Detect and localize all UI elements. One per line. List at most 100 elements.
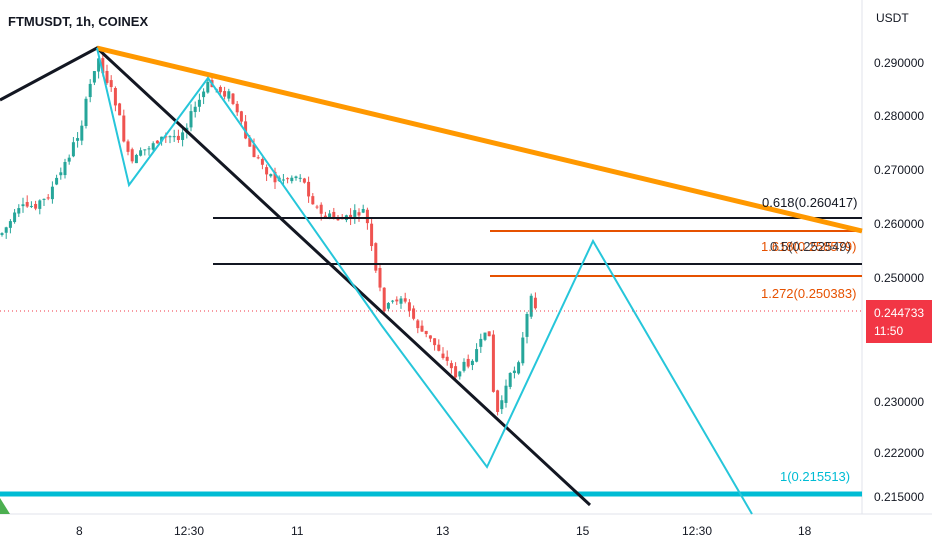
candle-body bbox=[160, 136, 164, 142]
candle-body bbox=[407, 302, 411, 311]
candle-body bbox=[315, 206, 319, 208]
candle-body bbox=[8, 221, 12, 228]
candle-body bbox=[227, 91, 231, 99]
candle-body bbox=[130, 149, 134, 162]
candle-body bbox=[491, 334, 495, 392]
candle-body bbox=[483, 332, 487, 340]
candle-body bbox=[349, 214, 353, 219]
candle-body bbox=[260, 159, 264, 165]
level-label-1618: 1.618(0.258579) bbox=[761, 239, 856, 254]
candle-body bbox=[470, 360, 474, 366]
corner-marker bbox=[0, 498, 10, 514]
candle-body bbox=[479, 338, 483, 347]
candle-body bbox=[302, 178, 306, 183]
candle-body bbox=[361, 208, 365, 213]
price-tick: 0.280000 bbox=[874, 109, 924, 123]
candle-body bbox=[218, 86, 222, 93]
price-tick: 0.230000 bbox=[874, 395, 924, 409]
candle-body bbox=[17, 208, 21, 214]
candle-body bbox=[189, 111, 193, 128]
candle-body bbox=[391, 300, 395, 302]
candle-body bbox=[286, 178, 290, 180]
candle-body bbox=[378, 267, 382, 288]
price-tick: 0.250000 bbox=[874, 271, 924, 285]
candle-body bbox=[147, 148, 151, 150]
time-tick: 18 bbox=[798, 524, 812, 538]
candle-body bbox=[29, 205, 33, 207]
candle-body bbox=[134, 154, 138, 164]
candle-body bbox=[50, 186, 54, 200]
time-tick: 8 bbox=[76, 524, 83, 538]
candle-body bbox=[76, 138, 80, 141]
candle-body bbox=[101, 58, 105, 74]
candle-body bbox=[88, 83, 92, 98]
candle-body bbox=[428, 335, 432, 339]
candle-body bbox=[265, 167, 269, 175]
candle-body bbox=[168, 136, 172, 138]
candle-body bbox=[239, 111, 243, 122]
level-label-1: 1(0.215513) bbox=[780, 469, 850, 484]
time-tick: 15 bbox=[576, 524, 590, 538]
candle-body bbox=[382, 287, 386, 312]
candle-body bbox=[328, 213, 332, 217]
price-tick: 0.215000 bbox=[874, 490, 924, 504]
candle-body bbox=[437, 344, 441, 351]
candle-body bbox=[466, 358, 470, 367]
candle-body bbox=[181, 132, 185, 140]
candle-body bbox=[386, 303, 390, 309]
time-tick: 11 bbox=[291, 524, 304, 538]
candle-body bbox=[281, 179, 285, 181]
candle-body bbox=[533, 297, 537, 309]
candle-body bbox=[42, 198, 46, 200]
candle-body bbox=[298, 177, 302, 179]
candle-body bbox=[105, 70, 109, 83]
candle-body bbox=[197, 99, 201, 107]
current-price-badge bbox=[866, 300, 932, 343]
candle-body bbox=[13, 212, 17, 223]
candle-body bbox=[449, 363, 453, 369]
candle-body bbox=[151, 143, 155, 150]
candle-body bbox=[370, 223, 374, 247]
candle-body bbox=[231, 93, 235, 104]
candle-body bbox=[365, 209, 369, 224]
candle-body bbox=[525, 313, 529, 337]
candle-body bbox=[521, 337, 525, 364]
candle-body bbox=[424, 330, 428, 335]
candle-body bbox=[25, 202, 29, 207]
candle-body bbox=[59, 172, 63, 176]
candle-body bbox=[248, 137, 252, 147]
orange-trendline bbox=[96, 45, 863, 234]
level-label-1272: 1.272(0.250383) bbox=[761, 286, 856, 301]
candle-body bbox=[21, 204, 25, 207]
symbol-title: FTMUSDT, 1h, COINEX bbox=[8, 14, 149, 29]
candle-body bbox=[294, 176, 298, 179]
time-tick: 13 bbox=[436, 524, 450, 538]
candle-body bbox=[512, 370, 516, 374]
level-label-0618: 0.618(0.260417) bbox=[762, 195, 857, 210]
price-tick: 0.222000 bbox=[874, 446, 924, 460]
candle-body bbox=[462, 361, 466, 371]
candle-body bbox=[273, 171, 277, 183]
candle-body bbox=[63, 161, 67, 176]
candle-body bbox=[496, 390, 500, 412]
candle-body bbox=[441, 353, 445, 358]
candle-body bbox=[164, 136, 168, 138]
candle-body bbox=[517, 362, 521, 374]
candle-body bbox=[55, 177, 59, 185]
candle-body bbox=[84, 98, 88, 126]
candle-body bbox=[412, 308, 416, 319]
candle-body bbox=[223, 91, 227, 97]
harmonic-pattern bbox=[96, 47, 753, 515]
candle-body bbox=[307, 181, 311, 197]
candle-body bbox=[290, 177, 294, 182]
candle-body bbox=[38, 200, 42, 209]
candle-body bbox=[34, 203, 38, 209]
candle-body bbox=[311, 196, 315, 205]
level-label-05: 0.5(0.252549) bbox=[770, 239, 851, 254]
candle-countdown: 11:50 bbox=[874, 324, 903, 338]
candle-body bbox=[323, 215, 327, 218]
candle-body bbox=[118, 103, 122, 116]
price-tick: 0.290000 bbox=[874, 56, 924, 70]
candle-body bbox=[433, 338, 437, 346]
